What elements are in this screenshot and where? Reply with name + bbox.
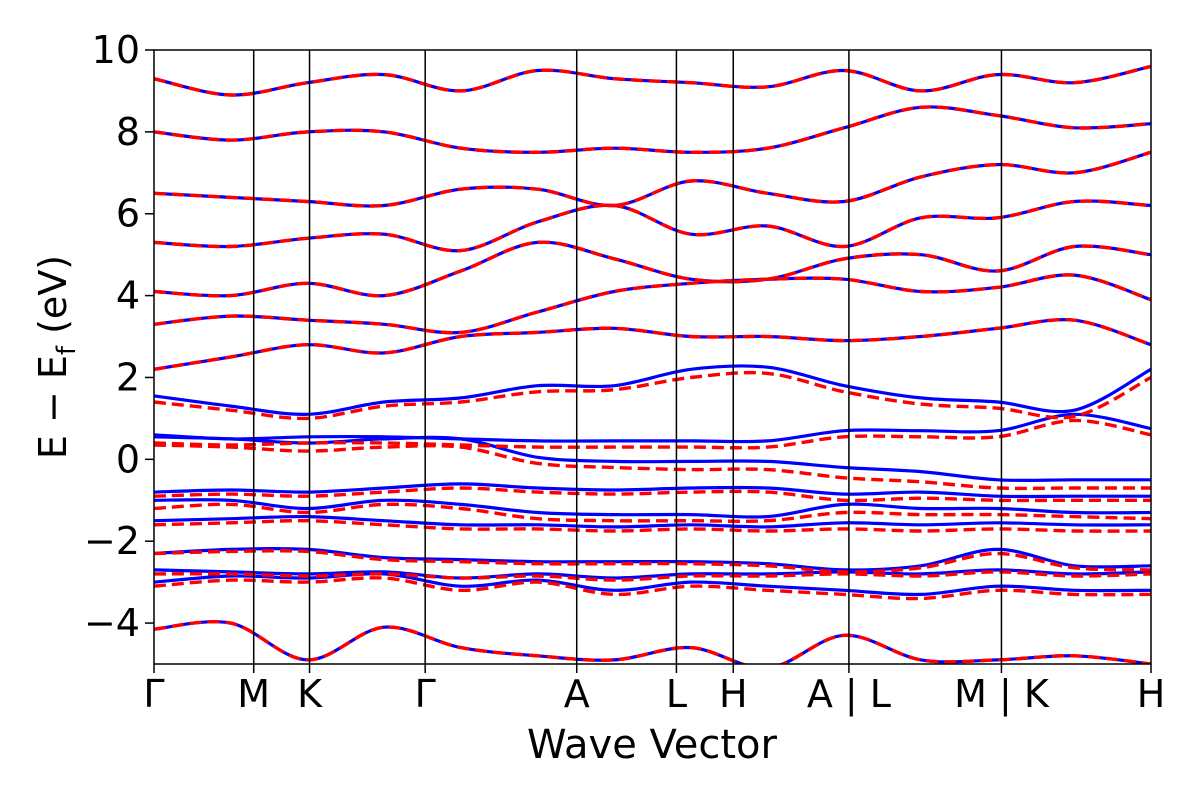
y-axis-label-unit: (eV) <box>31 255 75 346</box>
x-tick-label: K <box>297 672 323 716</box>
x-tick-label: M | K <box>954 672 1050 717</box>
dashed-band-line <box>154 199 1151 253</box>
dashed-band-line <box>154 570 1151 582</box>
solid-band-line <box>154 514 1151 529</box>
x-tick-label: H <box>1137 672 1166 716</box>
dashed-band-line <box>154 273 1151 335</box>
y-axis-label: E − Ef (eV) <box>31 255 82 459</box>
dashed-band-line <box>154 619 1151 664</box>
y-tick-label: 2 <box>116 355 140 399</box>
y-tick-label: 8 <box>116 110 140 154</box>
plot-frame <box>153 49 1152 665</box>
bands-layer <box>154 64 1151 664</box>
y-tick-label: 4 <box>116 274 140 318</box>
dashed-band-line <box>154 518 1151 533</box>
dashed-band-line <box>154 549 1151 574</box>
y-axis-label-main: E − E <box>31 355 75 459</box>
dashed-band-line <box>154 317 1151 371</box>
dashed-band-line <box>154 370 1151 421</box>
dashed-band-line <box>154 240 1151 298</box>
x-tick-label: A <box>564 672 590 716</box>
y-axis-label-subscript: f <box>52 345 82 355</box>
y-tick-label: 0 <box>116 437 140 481</box>
solid-band-line <box>154 498 1151 519</box>
kpoint-lines-layer <box>252 50 1003 664</box>
solid-band-line <box>154 412 1151 444</box>
dashed-band-line <box>154 64 1151 97</box>
solid-band-line <box>154 572 1151 597</box>
x-tick-label: Γ <box>415 672 436 716</box>
solid-band-line <box>154 546 1151 572</box>
dashed-band-line <box>154 418 1151 450</box>
solid-band-line <box>154 435 1151 483</box>
solid-band-line <box>154 568 1151 580</box>
dashed-band-line <box>154 150 1151 208</box>
dashed-band-line <box>154 486 1151 503</box>
x-tick-label: H <box>719 672 748 716</box>
y-tick-label: −4 <box>84 601 140 645</box>
solid-band-line <box>154 364 1151 416</box>
x-tick-label: L <box>666 672 687 716</box>
solid-band-line <box>154 105 1151 154</box>
x-tick-label: Γ <box>143 672 164 716</box>
y-tick-label: −2 <box>84 519 140 563</box>
x-tick-label: A | L <box>807 672 891 717</box>
x-axis-label: Wave Vector <box>527 722 778 768</box>
y-tick-label: 6 <box>116 192 140 236</box>
dashed-band-line <box>154 443 1151 491</box>
y-axis: 10 8 6 4 2 0 −2 −4 <box>84 28 154 645</box>
y-tick-label: 10 <box>92 28 140 72</box>
solid-band-line <box>154 482 1151 499</box>
dashed-band-line <box>154 502 1151 524</box>
x-tick-label: M <box>237 672 270 716</box>
